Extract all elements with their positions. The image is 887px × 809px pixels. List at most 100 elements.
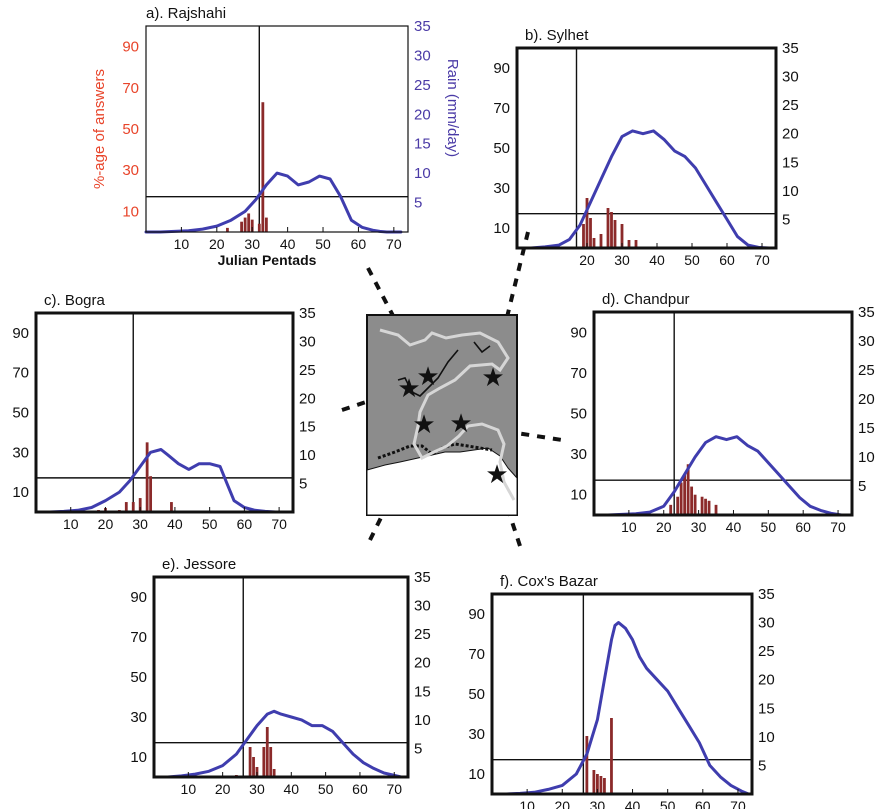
- x-tick-label: 30: [614, 252, 630, 268]
- y-left-tick-label: 30: [12, 444, 29, 461]
- answer-bar: [264, 217, 268, 232]
- answer-bar: [704, 498, 707, 515]
- y-right-tick-label: 15: [299, 419, 316, 436]
- y-left-tick-label: 70: [12, 365, 29, 382]
- y-right-tick-label: 35: [414, 569, 431, 586]
- panel-jessore: e). Jessore 10 20 30 40 50 60 70 10 30 50 70 90 5 10 15…: [130, 556, 430, 797]
- x-tick-label: 30: [132, 516, 148, 532]
- y-right-tick-label: 25: [299, 362, 316, 379]
- panel-chandpur: d). Chandpur 10 20 30 40 50 60 70 10 30 50 70 90 5 10 1…: [570, 291, 874, 535]
- x-tick-label: 60: [237, 516, 253, 532]
- x-tick-label: 60: [352, 781, 368, 797]
- answer-bar: [707, 500, 711, 515]
- rain-curve: [490, 621, 750, 796]
- y-right-tick-label: 25: [758, 643, 775, 660]
- x-tick-label: 30: [691, 519, 707, 535]
- y-left-tick-label: 30: [130, 709, 147, 726]
- rain-curve: [592, 435, 854, 517]
- answer-bar: [247, 213, 251, 232]
- station-star-markers: ★ ★ ★ ★ ★ ★: [397, 361, 508, 489]
- y-left-tick-label: 50: [12, 405, 29, 422]
- answer-bar: [262, 747, 266, 777]
- plot-frame: [34, 311, 295, 514]
- y-right-tick-label: 30: [782, 69, 799, 86]
- y-left-tick-label: 50: [130, 669, 147, 686]
- y-left-tick-label: 90: [493, 60, 510, 77]
- y-right-tick-label: 5: [758, 757, 766, 774]
- answer-bar: [592, 770, 596, 794]
- rain-curve: [144, 171, 403, 234]
- answer-bar: [240, 221, 243, 232]
- y-left-tick-label: 90: [468, 606, 485, 623]
- x-tick-label: 20: [554, 798, 570, 809]
- answer-bar: [700, 496, 704, 515]
- panel-title: a). Rajshahi: [146, 5, 226, 22]
- answer-bar: [170, 502, 173, 512]
- answer-bar: [272, 769, 276, 777]
- y-left-tick-label: 90: [570, 324, 587, 341]
- y-left-tick-label: 70: [493, 100, 510, 117]
- answer-bar: [610, 718, 613, 794]
- answer-bar: [261, 102, 265, 232]
- x-tick-label: 40: [280, 236, 296, 252]
- x-tick-label: 70: [830, 519, 846, 535]
- x-tick-label: 70: [386, 781, 402, 797]
- rain-curve: [152, 709, 403, 779]
- y-right-tick-label: 10: [782, 183, 799, 200]
- y-left-tick-label: 10: [493, 220, 510, 237]
- x-tick-label: 10: [63, 516, 79, 532]
- panel-rajshahi: a). Rajshahi 10 20 30 40 50 60 70 10 30 50 70 90 5 10 1…: [91, 5, 461, 268]
- x-tick-label: 10: [519, 798, 535, 809]
- panel-title: d). Chandpur: [602, 291, 690, 308]
- y-right-tick-label: 30: [858, 333, 875, 350]
- answer-bar: [226, 227, 229, 232]
- x-tick-label: 50: [315, 236, 331, 252]
- y-right-tick-label: 35: [758, 586, 775, 603]
- answer-bar: [589, 218, 592, 248]
- y-right-tick-label: 15: [414, 683, 431, 700]
- y-left-tick-label: 10: [468, 766, 485, 783]
- answer-bar: [603, 778, 606, 794]
- station-map: ★ ★ ★ ★ ★ ★: [366, 314, 518, 516]
- panel-sylhet: b). Sylhet 20 30 40 50 60 70 10 30 50 70 90 5 10 15 20 2…: [493, 27, 798, 268]
- y-left-tick-label: 50: [570, 406, 587, 423]
- y-right-tick-label: 20: [858, 391, 875, 408]
- y-right-tick-label: 25: [414, 626, 431, 643]
- answer-bar: [257, 223, 261, 232]
- x-tick-label: 10: [181, 781, 197, 797]
- panel-bogra: c). Bogra 10 20 30 40 50 60 70 10 30 50 70 90 5 10 15 20…: [12, 292, 315, 532]
- x-tick-label: 70: [754, 252, 770, 268]
- plot-frame: [152, 575, 410, 779]
- y-right-tick-label: 5: [414, 195, 422, 212]
- y-right-tick-label: 20: [758, 672, 775, 689]
- plot-frame: [490, 592, 754, 796]
- plot-frame: [145, 25, 409, 233]
- y-right-tick-label: 35: [414, 18, 431, 35]
- x-tick-label: 60: [351, 236, 367, 252]
- answer-bar: [634, 240, 638, 248]
- y-left-tick-label: 30: [570, 446, 587, 463]
- x-tick-label: 50: [761, 519, 777, 535]
- answer-bar: [585, 736, 589, 794]
- answer-bar: [613, 220, 617, 248]
- y-right-tick-label: 30: [758, 615, 775, 632]
- answer-bar: [131, 502, 135, 512]
- answer-bar: [599, 776, 603, 794]
- answer-bar: [138, 498, 142, 512]
- answer-bar: [676, 496, 680, 515]
- y-right-tick-label: 5: [299, 476, 307, 493]
- y-right-tick-label: 35: [299, 305, 316, 322]
- y-left-tick-label: 30: [468, 726, 485, 743]
- x-tick-label: 20: [656, 519, 672, 535]
- answer-bar: [265, 727, 269, 777]
- y-left-tick-label: 70: [130, 629, 147, 646]
- x-tick-label: 20: [209, 236, 225, 252]
- answer-bar: [585, 198, 589, 248]
- answer-bar: [269, 747, 273, 777]
- y-left-tick-label: 50: [493, 140, 510, 157]
- panel-coxs-bazar: f). Cox's Bazar 10 20 30 40 50 60 70 10 30 50 70 90 5…: [468, 573, 774, 809]
- y-right-tick-label: 15: [858, 420, 875, 437]
- x-tick-label: 50: [202, 516, 218, 532]
- y-right-tick-label: 10: [758, 729, 775, 746]
